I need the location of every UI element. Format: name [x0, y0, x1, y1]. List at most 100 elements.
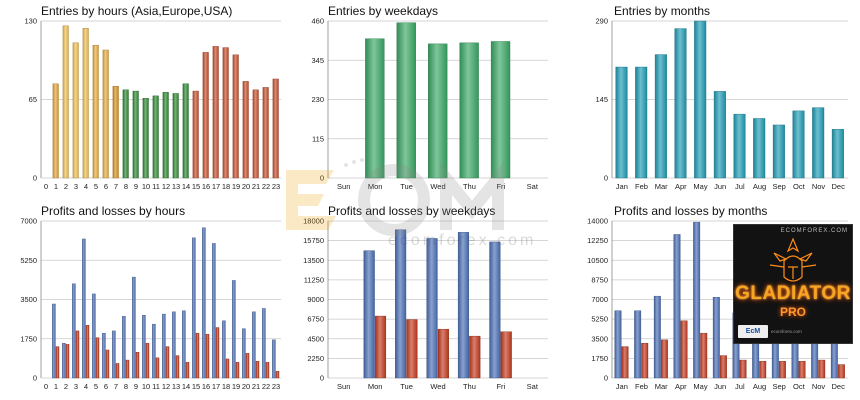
x-tick-label: 14 — [182, 182, 190, 191]
bar — [490, 41, 511, 179]
bar — [82, 238, 86, 379]
bar — [457, 232, 470, 379]
y-tick-label: 7000 — [591, 295, 608, 304]
bar — [733, 113, 746, 179]
x-tick-label: Apr — [675, 182, 687, 191]
bar — [262, 87, 269, 179]
bar — [818, 359, 826, 379]
bar — [212, 46, 219, 179]
bar — [778, 360, 786, 379]
badge-subtitle: PRO — [779, 305, 806, 319]
x-tick-label: Jul — [735, 182, 745, 191]
bar — [52, 303, 56, 379]
bar — [255, 360, 260, 379]
chart-title: Profits and losses by weekdays — [328, 204, 495, 218]
y-tick-label: 0 — [320, 174, 324, 183]
bar — [175, 355, 180, 379]
bar — [635, 66, 648, 179]
y-tick-label: 230 — [311, 95, 324, 104]
x-tick-label: 1 — [54, 182, 58, 191]
x-tick-label: 1 — [54, 382, 58, 391]
x-tick-label: 14 — [182, 382, 190, 391]
x-tick-label: Jun — [714, 382, 726, 391]
x-tick-label: Jan — [616, 382, 628, 391]
x-tick-label: 22 — [262, 182, 270, 191]
badge-logo: EcM — [738, 325, 768, 338]
y-tick-label: 3500 — [20, 295, 37, 304]
bar — [712, 297, 720, 379]
bar — [674, 28, 687, 179]
bar — [469, 335, 481, 379]
bar — [406, 319, 418, 379]
x-tick-label: Oct — [793, 382, 806, 391]
helmet-icon — [769, 237, 817, 282]
bar — [152, 95, 159, 179]
bar — [92, 293, 96, 379]
x-tick-label: 10 — [142, 382, 150, 391]
bar — [82, 28, 89, 179]
y-tick-label: 1750 — [591, 354, 608, 363]
x-tick-label: 12 — [162, 382, 170, 391]
bar — [112, 330, 116, 379]
x-tick-label: Sun — [337, 182, 350, 191]
bar — [55, 346, 60, 379]
y-tick-label: 65 — [29, 95, 37, 104]
x-tick-label: 9 — [134, 182, 138, 191]
bar — [245, 353, 250, 379]
bar — [500, 331, 512, 379]
bar — [212, 243, 216, 379]
y-tick-label: 460 — [311, 17, 324, 26]
bar — [693, 221, 701, 379]
bar — [660, 339, 668, 379]
bar — [115, 363, 120, 379]
x-tick-label: 23 — [272, 382, 280, 391]
y-tick-label: 3500 — [591, 334, 608, 343]
bar — [162, 92, 169, 179]
x-tick-label: Mar — [655, 182, 668, 191]
x-tick-label: Sun — [337, 382, 350, 391]
y-tick-label: 0 — [604, 374, 608, 383]
badge-title: GLADIATOR — [735, 283, 851, 304]
x-tick-label: 5 — [94, 382, 98, 391]
y-tick-label: 5250 — [591, 315, 608, 324]
x-tick-label: Aug — [753, 182, 766, 191]
bar — [232, 280, 236, 379]
bar — [739, 359, 747, 379]
x-tick-label: 20 — [242, 182, 250, 191]
x-tick-label: 0 — [44, 182, 48, 191]
bar — [182, 83, 189, 179]
bar — [52, 83, 59, 179]
y-tick-label: 145 — [595, 95, 608, 104]
bar — [182, 310, 186, 379]
bar — [62, 25, 69, 179]
y-tick-label: 1750 — [20, 334, 37, 343]
bar — [242, 81, 249, 179]
bar — [265, 362, 270, 379]
x-tick-label: 2 — [64, 382, 68, 391]
x-tick-label: 7 — [114, 382, 118, 391]
bar — [192, 90, 199, 179]
bar — [222, 47, 229, 179]
bar — [195, 332, 200, 379]
x-tick-label: Dec — [831, 382, 845, 391]
x-tick-label: 8 — [124, 382, 128, 391]
bar — [152, 323, 156, 379]
chart-4: Profits and losses by hours0175035005250… — [20, 204, 281, 391]
y-tick-label: 7000 — [20, 217, 37, 226]
bar — [437, 328, 449, 379]
chart-5: Profits and losses by weekdays 0 2250 4500 6… — [303, 204, 548, 391]
y-tick-label: 10500 — [587, 256, 608, 265]
bar — [135, 352, 140, 379]
x-tick-label: Thu — [463, 182, 476, 191]
chart-title: Profits and losses by months — [614, 204, 767, 218]
y-tick-label: 2250 — [307, 354, 324, 363]
y-tick-label: 130 — [24, 17, 37, 26]
x-tick-label: May — [693, 382, 707, 391]
x-tick-label: 6 — [104, 182, 108, 191]
bar — [102, 332, 106, 379]
bar — [232, 54, 239, 179]
x-tick-label: 11 — [152, 182, 160, 191]
x-tick-label: Thu — [463, 382, 476, 391]
x-tick-label: Mon — [368, 182, 383, 191]
